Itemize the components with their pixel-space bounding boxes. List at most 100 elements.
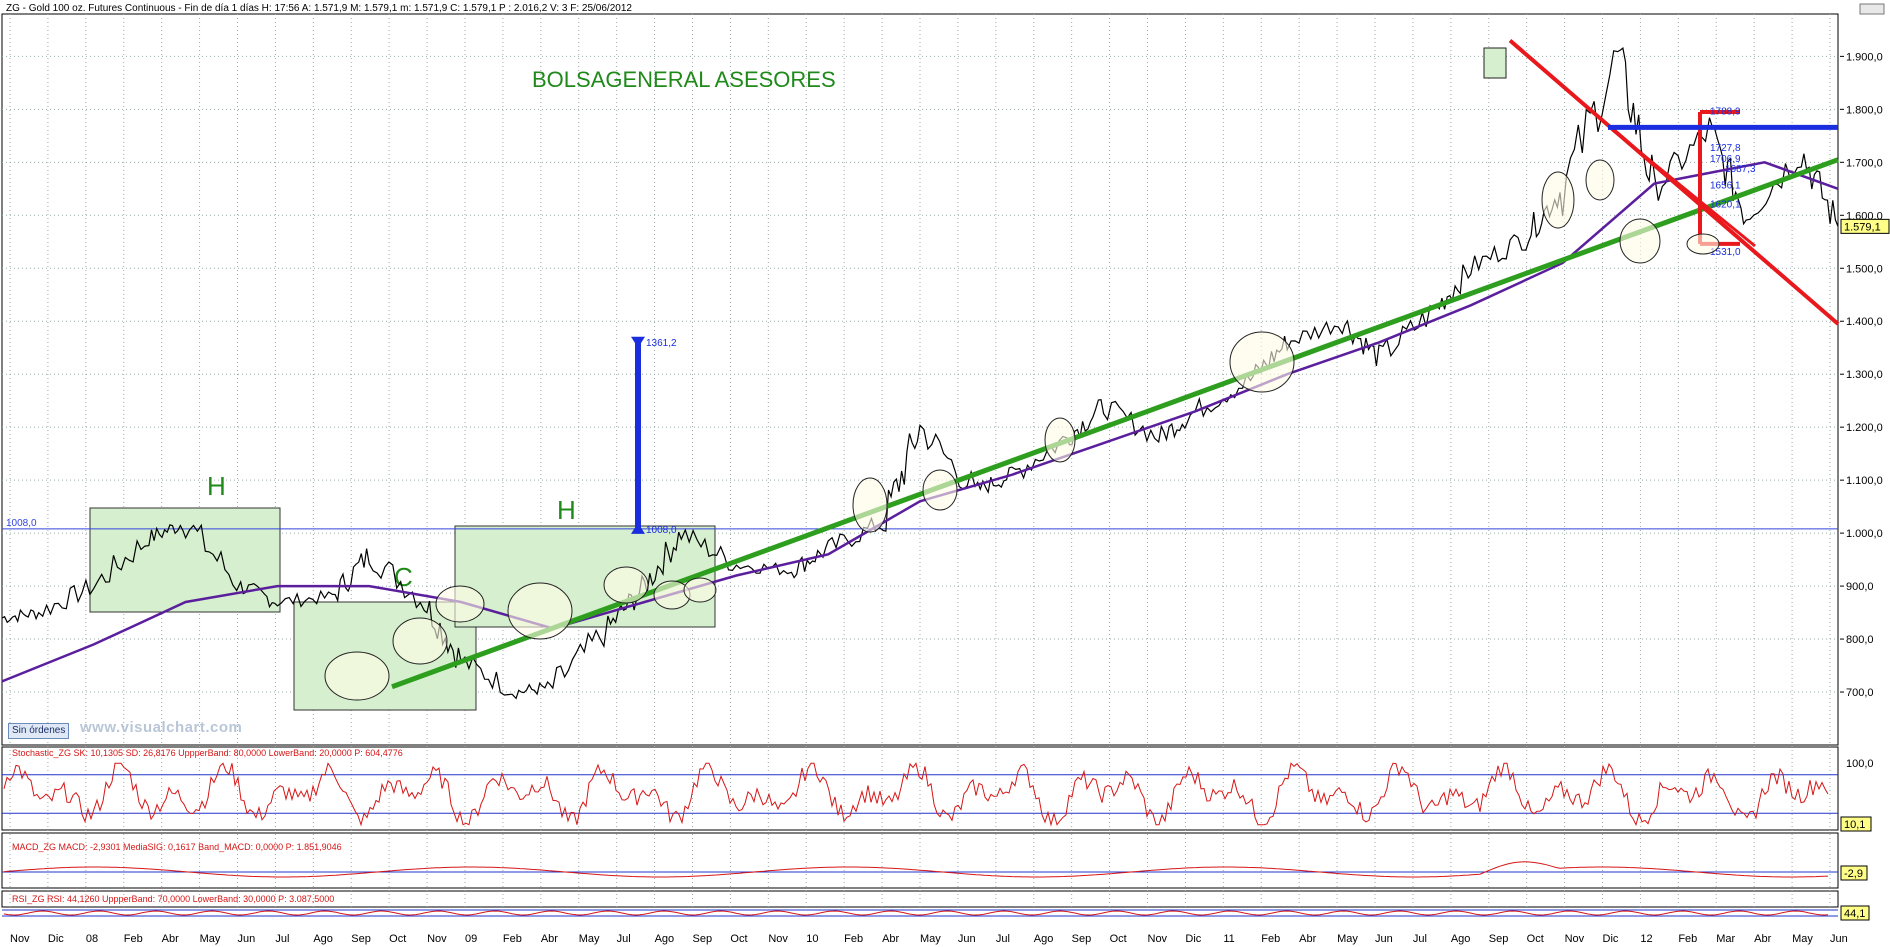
rsi-header: RSI_ZG RSI: 44,1260 UppperBand: 70,0000 … <box>12 894 334 904</box>
last-value-box <box>1840 218 1890 234</box>
annotation-ellipse-12 <box>1585 159 1615 201</box>
x-label-30: Nov <box>1148 933 1168 945</box>
annotation-ellipse-13 <box>1619 218 1661 264</box>
macd-last-label: -2,9 <box>1844 868 1863 880</box>
x-label-41: Nov <box>1565 933 1585 945</box>
x-label-18: Sep <box>693 933 713 945</box>
x-label-37: Jul <box>1413 933 1427 945</box>
stoch-tick-100: 100,0 <box>1846 758 1874 770</box>
annotation-ellipse-11 <box>1541 171 1575 229</box>
stoch-line <box>3 762 1829 827</box>
annotation-ellipse-5 <box>653 580 691 610</box>
x-label-47: May <box>1792 933 1813 945</box>
x-label-35: May <box>1337 933 1358 945</box>
rsi-last-label: 44,1 <box>1844 908 1865 920</box>
pattern-letter-0: H <box>207 471 226 501</box>
x-label-26: Jul <box>996 933 1010 945</box>
panel-frame-0 <box>1 13 1839 746</box>
fib-label-1: 1706,9 <box>1710 154 1741 165</box>
annotation-ellipse-9 <box>1044 417 1076 463</box>
x-label-28: Sep <box>1072 933 1092 945</box>
x-label-22: Feb <box>844 933 863 945</box>
x-label-44: Feb <box>1678 933 1697 945</box>
macd-last-box <box>1840 865 1868 881</box>
top-marker-box <box>1483 47 1507 79</box>
annotation-ellipse-7 <box>852 477 888 533</box>
x-label-1: Dic <box>48 933 64 945</box>
stoch-last-box <box>1840 816 1872 832</box>
y-tick-label-10: 900,0 <box>1846 581 1874 593</box>
level-label-1008: 1008,0 <box>6 518 37 529</box>
x-label-0: Nov <box>10 933 30 945</box>
y-tick-label-12: 700,0 <box>1846 687 1874 699</box>
window-control <box>1859 3 1885 15</box>
macd-header: MACD_ZG MACD: -2,9301 MediaSIG: 0,1617 B… <box>12 842 342 852</box>
x-label-36: Jun <box>1375 933 1393 945</box>
x-label-23: Abr <box>882 933 899 945</box>
fib-label-0: 1727,8 <box>1710 143 1741 154</box>
x-label-34: Abr <box>1299 933 1316 945</box>
x-label-10: Oct <box>389 933 406 945</box>
projection-top-label: 1361,2 <box>646 338 677 349</box>
moving-average-line <box>1 161 1839 683</box>
x-label-42: Dic <box>1603 933 1619 945</box>
y-tick-label-4: 1.500,0 <box>1846 263 1883 275</box>
y-tick-label-7: 1.200,0 <box>1846 422 1883 434</box>
y-tick-label-5: 1.400,0 <box>1846 316 1883 328</box>
rsi-line <box>3 910 1829 916</box>
x-label-13: Feb <box>503 933 522 945</box>
x-label-5: May <box>200 933 221 945</box>
annotation-ellipse-4 <box>603 566 649 604</box>
x-label-7: Jul <box>275 933 289 945</box>
x-label-16: Jul <box>617 933 631 945</box>
x-label-11: Nov <box>427 933 447 945</box>
y-tick-label-1: 1.800,0 <box>1846 104 1883 116</box>
x-label-15: May <box>579 933 600 945</box>
x-label-38: Ago <box>1451 933 1471 945</box>
x-label-8: Ago <box>313 933 333 945</box>
price-series-line <box>1 47 1839 700</box>
watermark: www.visualchart.com <box>80 719 243 736</box>
panel-frame-1 <box>1 746 1839 831</box>
projection-arrow-head-bottom <box>631 522 645 534</box>
chart-header: ZG - Gold 100 oz. Futures Continuous - F… <box>6 3 632 14</box>
x-label-43: 12 <box>1640 933 1652 945</box>
sin-ordenes-button[interactable]: Sin órdenes <box>8 723 70 739</box>
annotation-ellipse-6 <box>683 577 717 603</box>
annotation-ellipse-2 <box>435 585 485 623</box>
x-label-24: May <box>920 933 941 945</box>
x-label-29: Oct <box>1110 933 1127 945</box>
x-label-27: Ago <box>1034 933 1054 945</box>
pattern-letter-2: H <box>557 495 576 525</box>
x-label-3: Feb <box>124 933 143 945</box>
fib-label-5: 1531,0 <box>1710 247 1741 258</box>
stochastic-header: Stochastic_ZG SK: 10,1305 SD: 26,8176 Up… <box>12 748 403 758</box>
fib-label-4: 1620,1 <box>1710 200 1741 211</box>
pattern-box-1 <box>293 601 477 711</box>
annotation-ellipse-14 <box>1686 233 1720 255</box>
red-trend-segment <box>1611 128 1756 248</box>
x-label-33: Feb <box>1261 933 1280 945</box>
y-tick-label-0: 1.900,0 <box>1846 51 1883 63</box>
projection-base-label: 1008,0 <box>646 525 677 536</box>
blue-resistance-label: 1788,9 <box>1710 107 1741 118</box>
last-value-label: 1.579,1 <box>1844 221 1881 233</box>
fib-label-2: 1687,3 <box>1725 164 1756 175</box>
y-tick-label-2: 1.700,0 <box>1846 157 1883 169</box>
x-label-17: Ago <box>655 933 675 945</box>
x-label-32: 11 <box>1223 933 1234 945</box>
annotation-ellipse-1 <box>392 617 448 665</box>
fib-label-3: 1656,1 <box>1710 181 1741 192</box>
y-tick-label-11: 800,0 <box>1846 634 1874 646</box>
macd-line <box>3 861 1829 878</box>
annotation-ellipse-3 <box>507 582 573 640</box>
x-label-14: Abr <box>541 933 558 945</box>
rsi-last-box <box>1840 905 1870 921</box>
x-label-20: Nov <box>768 933 788 945</box>
x-label-45: Mar <box>1716 933 1735 945</box>
annotation-ellipse-0 <box>324 651 390 701</box>
x-label-21: 10 <box>806 933 818 945</box>
x-label-31: Dic <box>1185 933 1201 945</box>
